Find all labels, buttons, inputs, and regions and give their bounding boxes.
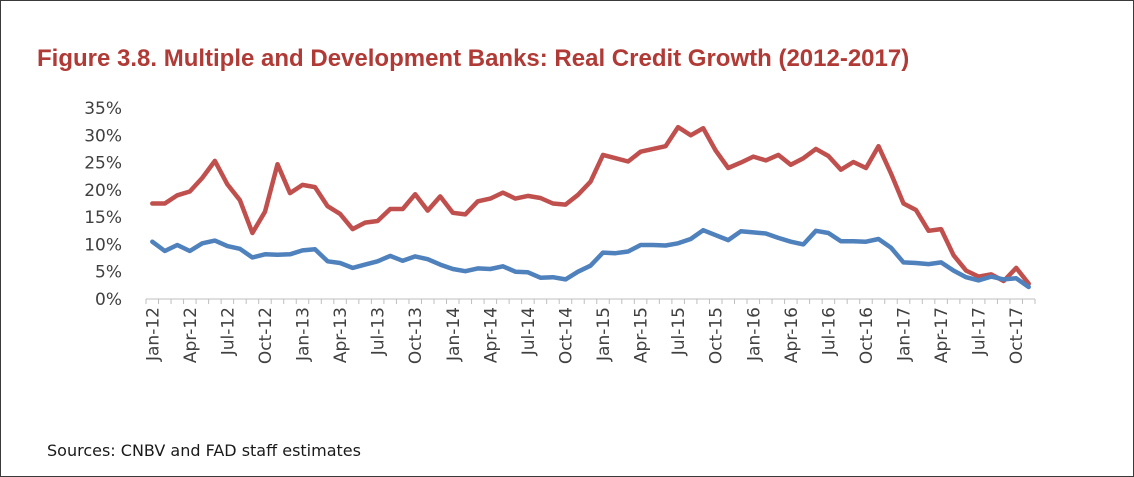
x-tick-label: Apr-17 [932,307,952,363]
x-tick-label: Jan-14 [444,307,464,362]
x-tick-label: Jul-16 [819,307,839,356]
y-tick-label: 35% [84,99,122,119]
x-tick-label: Oct-15 [707,307,727,364]
x-tick-label: Oct-14 [556,307,576,364]
x-tick-label: Apr-12 [181,307,201,363]
x-tick-label: Jul-17 [970,307,990,356]
y-tick-label: 10% [84,235,122,255]
x-tick-label: Jan-16 [744,307,764,362]
x-tick-label: Oct-16 [857,307,877,364]
source-note: Sources: CNBV and FAD staff estimates [47,441,361,460]
x-tick-label: Apr-15 [632,307,652,363]
x-tick-label: Jul-15 [669,307,689,356]
series-line-red [150,124,1031,286]
y-tick-label: 0% [95,290,122,310]
y-tick-label: 30% [84,126,122,146]
series-line-blue [150,227,1031,290]
x-tick-label: Jan-15 [594,307,614,362]
figure-title: Figure 3.8. Multiple and Development Ban… [37,45,910,72]
x-tick-label: Jan-13 [294,307,314,362]
x-tick-label: Oct-17 [1007,307,1027,364]
x-tick-label: Apr-13 [331,307,351,363]
y-tick-label: 15% [84,208,122,228]
y-tick-label: 25% [84,154,122,174]
x-tick-label: Jul-14 [519,307,539,356]
x-tick-label: Apr-16 [782,307,802,363]
x-tick-label: Jul-12 [218,307,238,356]
y-tick-label: 5% [95,263,122,283]
x-tick-label: Oct-12 [256,307,276,364]
x-tick-label: Oct-13 [406,307,426,364]
x-tick-label: Jan-12 [143,307,163,362]
x-tick-label: Apr-14 [481,307,501,363]
x-tick-label: Jul-13 [369,307,389,356]
line-chart: 0% 5% 10% 15% 20% 25% 30% 35% Jan-12 Apr-12 Jul-12… [84,99,1036,364]
x-tick-label: Jan-17 [895,307,915,362]
y-tick-label: 20% [84,181,122,201]
